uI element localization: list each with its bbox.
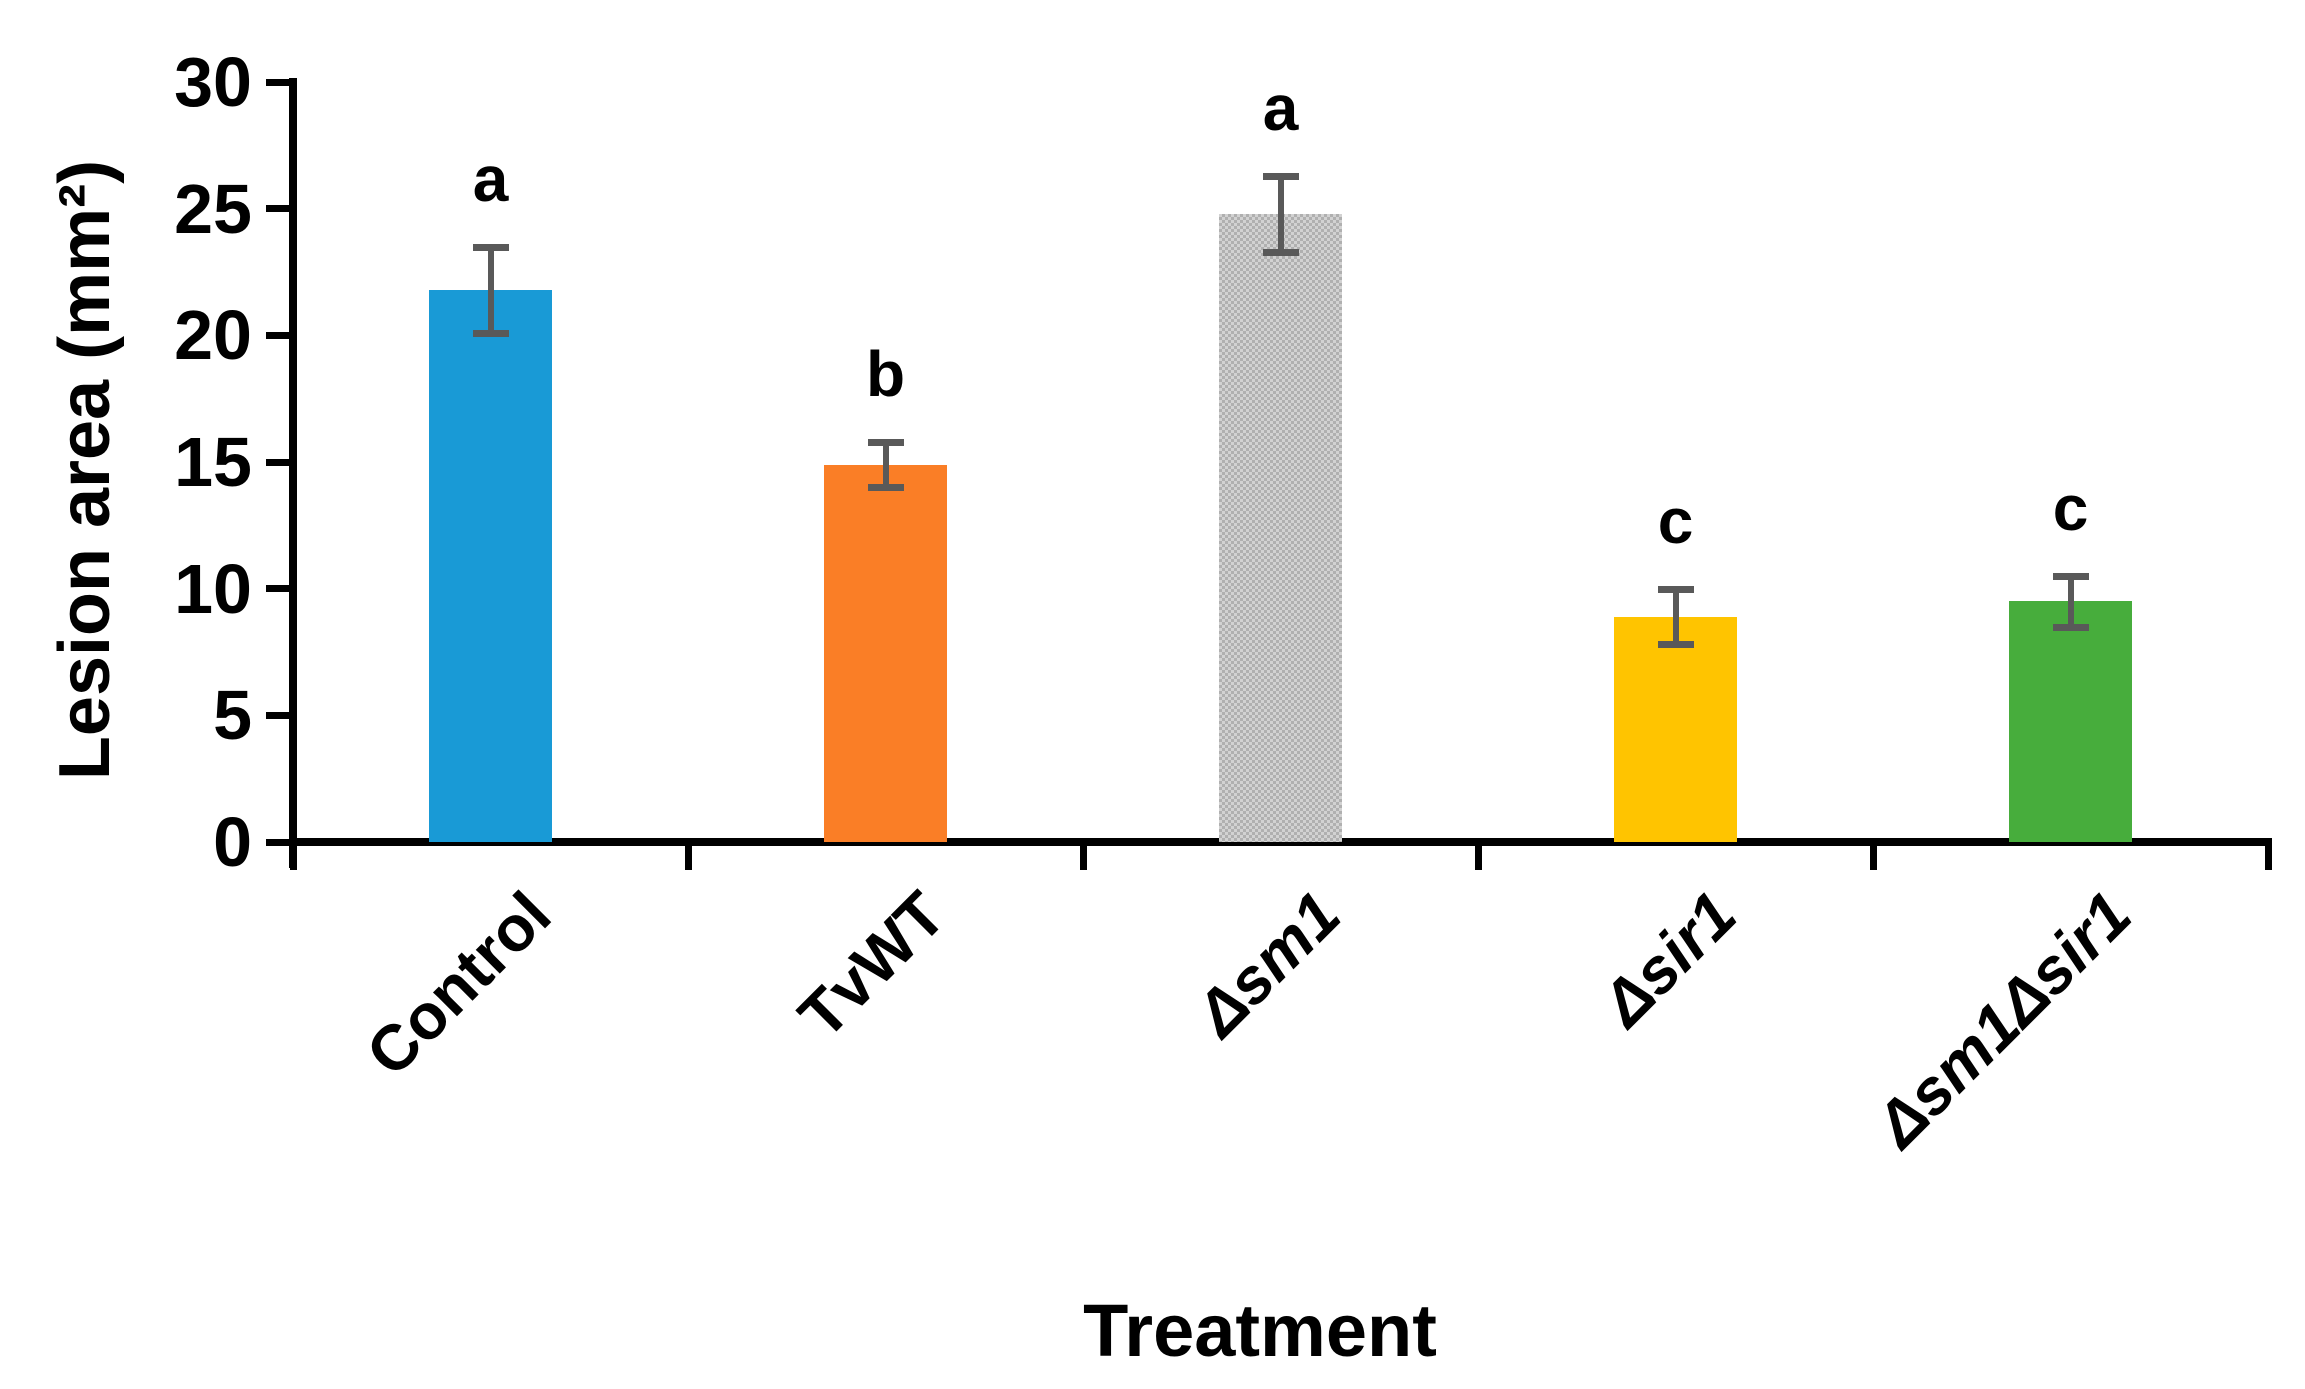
x-category-label: Control — [352, 877, 565, 1090]
y-tick-mark — [266, 838, 293, 846]
error-bar-top-cap — [2052, 573, 2089, 580]
bar — [2009, 601, 2132, 842]
x-category-label: TvWT — [785, 877, 960, 1052]
error-bar-top-cap — [1657, 585, 1694, 593]
x-axis-title: Treatment — [1083, 1289, 1437, 1372]
y-tick-label: 15 — [174, 423, 252, 501]
error-bar-bottom-cap — [472, 329, 509, 337]
significance-letter: c — [1657, 484, 1694, 557]
x-category-label: Δsir1 — [1587, 877, 1750, 1040]
y-tick-label: 0 — [213, 803, 252, 881]
y-tick-mark — [266, 458, 293, 466]
y-tick-mark — [266, 331, 293, 339]
y-tick-label: 5 — [213, 676, 252, 755]
significance-letter: a — [472, 142, 509, 215]
error-bar-top-cap — [472, 243, 509, 251]
error-bar-stem — [882, 441, 889, 488]
error-bar-top-cap — [867, 438, 904, 446]
error-bar-bottom-cap — [1262, 248, 1299, 256]
error-bar-stem — [1672, 588, 1679, 645]
bar — [824, 464, 947, 842]
x-tick-mark — [1079, 842, 1087, 870]
y-tick-label: 25 — [174, 169, 252, 248]
x-tick-mark — [289, 842, 297, 870]
y-tick-mark — [266, 585, 293, 593]
bar — [429, 289, 552, 842]
y-tick-label: 10 — [174, 549, 252, 628]
error-bar-stem — [2067, 576, 2074, 627]
error-bar-bottom-cap — [2052, 623, 2089, 631]
error-bar-bottom-cap — [867, 484, 904, 492]
y-tick-label: 20 — [174, 296, 252, 375]
significance-letter: a — [1262, 71, 1299, 144]
error-bar-top-cap — [1262, 172, 1299, 180]
x-tick-mark — [1474, 842, 1482, 870]
x-category-label: Δsm1Δsir1 — [1861, 877, 2145, 1161]
significance-letter: c — [2052, 472, 2089, 544]
error-bar-stem — [1277, 175, 1284, 252]
y-tick-mark — [266, 78, 293, 86]
y-tick-mark — [266, 205, 293, 213]
y-tick-mark — [266, 711, 293, 719]
significance-letter: b — [865, 337, 906, 410]
x-tick-mark — [684, 842, 692, 870]
y-tick-label: 30 — [174, 43, 252, 121]
x-tick-mark — [2264, 842, 2272, 870]
x-axis-line — [289, 838, 2272, 846]
error-bar-bottom-cap — [1657, 641, 1694, 649]
bar — [1219, 213, 1342, 842]
error-bar-stem — [487, 246, 494, 333]
bar — [1614, 616, 1737, 842]
y-axis-line — [289, 78, 297, 868]
x-tick-mark — [1869, 842, 1877, 870]
x-category-label: Δsm1 — [1182, 877, 1355, 1050]
